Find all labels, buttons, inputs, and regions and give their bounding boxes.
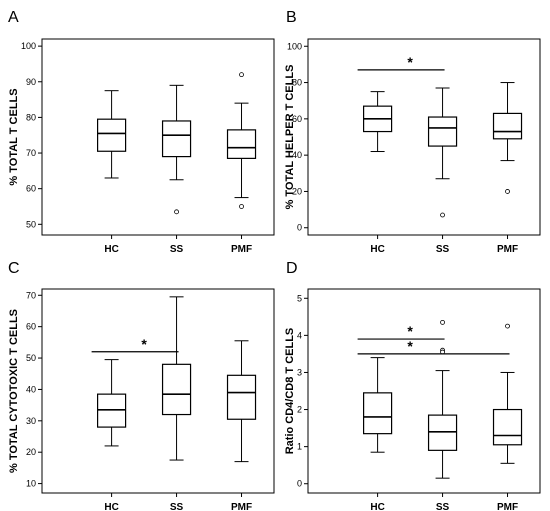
y-tick-label: 30 (26, 416, 36, 426)
y-tick-label: 3 (297, 367, 302, 377)
iqr-box (363, 392, 393, 435)
outlier-point (239, 204, 244, 209)
panel-C: C 10 20 30 40 50 60 70 % TOTAL CYTOTOXIC T CELLS… (8, 260, 275, 511)
box-pmf (226, 340, 257, 463)
box-pmf (492, 323, 523, 464)
outlier-point (174, 209, 179, 215)
x-tick-label: SS (170, 244, 184, 255)
y-axis-label: % TOTAL HELPER T CELLS (284, 65, 296, 210)
box-ss (427, 319, 458, 479)
y-tick-label: 90 (26, 77, 36, 87)
box-hc (96, 359, 127, 447)
y-tick-label: 50 (26, 219, 36, 229)
x-tick-label: PMF (231, 244, 252, 255)
y-tick-label: 0 (297, 223, 302, 233)
box-ss (161, 296, 192, 461)
y-tick-label: 60 (26, 184, 36, 194)
iqr-box (161, 363, 192, 416)
panel-letter: A (8, 9, 19, 26)
outlier-point (440, 212, 445, 218)
significance-star: * (141, 336, 147, 352)
x-tick-label: HC (370, 244, 384, 255)
iqr-box (161, 120, 192, 158)
x-tick-label: HC (104, 502, 118, 511)
y-tick-label: 70 (26, 290, 36, 300)
y-tick-label: 4 (297, 330, 302, 340)
y-tick-label: 40 (26, 384, 36, 394)
plot-frame (307, 38, 541, 236)
box-pmf (226, 72, 257, 209)
y-tick-label: 1 (297, 442, 302, 452)
significance-star: * (407, 323, 413, 339)
box-hc (363, 357, 393, 453)
iqr-box (492, 112, 523, 140)
x-tick-label: SS (436, 502, 450, 511)
panel-D: D 0 1 2 3 4 5 Ratio CD4/CD8 T CELLS HC SS PMF ** (284, 260, 541, 511)
outlier-point (239, 72, 244, 78)
y-tick-label: 60 (26, 322, 36, 332)
x-tick-label: HC (370, 502, 384, 511)
y-tick-label: 2 (297, 405, 302, 415)
y-tick-label: 80 (26, 112, 36, 122)
y-axis-label: % TOTAL CYTOTOXIC T CELLS (8, 309, 20, 473)
box-ss (161, 84, 192, 215)
iqr-box (427, 414, 458, 451)
plot-frame (41, 38, 275, 236)
panel-A: A 50 60 70 80 90 100 % TOTAL T CELLS HC SS PMF (8, 9, 275, 255)
panel-letter: D (286, 260, 298, 277)
significance-star: * (407, 338, 413, 354)
iqr-box (226, 374, 257, 420)
y-axis-label: Ratio CD4/CD8 T CELLS (284, 328, 296, 455)
box-ss (427, 87, 458, 218)
y-tick-label: 20 (26, 447, 36, 457)
y-tick-label: 60 (292, 114, 302, 124)
box-pmf (492, 82, 523, 194)
outlier-point (505, 189, 510, 194)
x-tick-label: SS (170, 502, 184, 511)
plot-frame (41, 288, 275, 494)
box-hc (96, 90, 127, 179)
iqr-box (492, 408, 523, 446)
panel-letter: B (286, 9, 297, 26)
y-tick-label: 80 (292, 78, 302, 88)
box-hc (363, 91, 393, 153)
panel-B: B 0 20 40 60 80 100 % TOTAL HELPER T CELLS HC SS P… (284, 9, 541, 255)
x-tick-label: HC (104, 244, 118, 255)
y-tick-label: 40 (292, 150, 302, 160)
significance-star: * (407, 54, 413, 70)
y-tick-label: 100 (287, 41, 302, 51)
iqr-box (226, 129, 257, 159)
y-tick-label: 0 (297, 479, 302, 489)
iqr-box (96, 118, 127, 152)
outlier-point (505, 323, 510, 329)
y-tick-label: 5 (297, 293, 302, 303)
y-tick-label: 100 (21, 41, 36, 51)
panel-letter: C (8, 260, 20, 277)
y-tick-label: 70 (26, 148, 36, 158)
x-tick-label: PMF (231, 502, 252, 511)
outlier-point (440, 319, 445, 325)
y-tick-label: 10 (26, 479, 36, 489)
iqr-box (427, 116, 458, 147)
y-tick-label: 20 (292, 186, 302, 196)
plot-frame (307, 288, 541, 494)
x-tick-label: PMF (497, 244, 518, 255)
y-tick-label: 50 (26, 353, 36, 363)
y-axis-label: % TOTAL T CELLS (8, 88, 20, 185)
x-tick-label: PMF (497, 502, 518, 511)
x-tick-label: SS (436, 244, 450, 255)
